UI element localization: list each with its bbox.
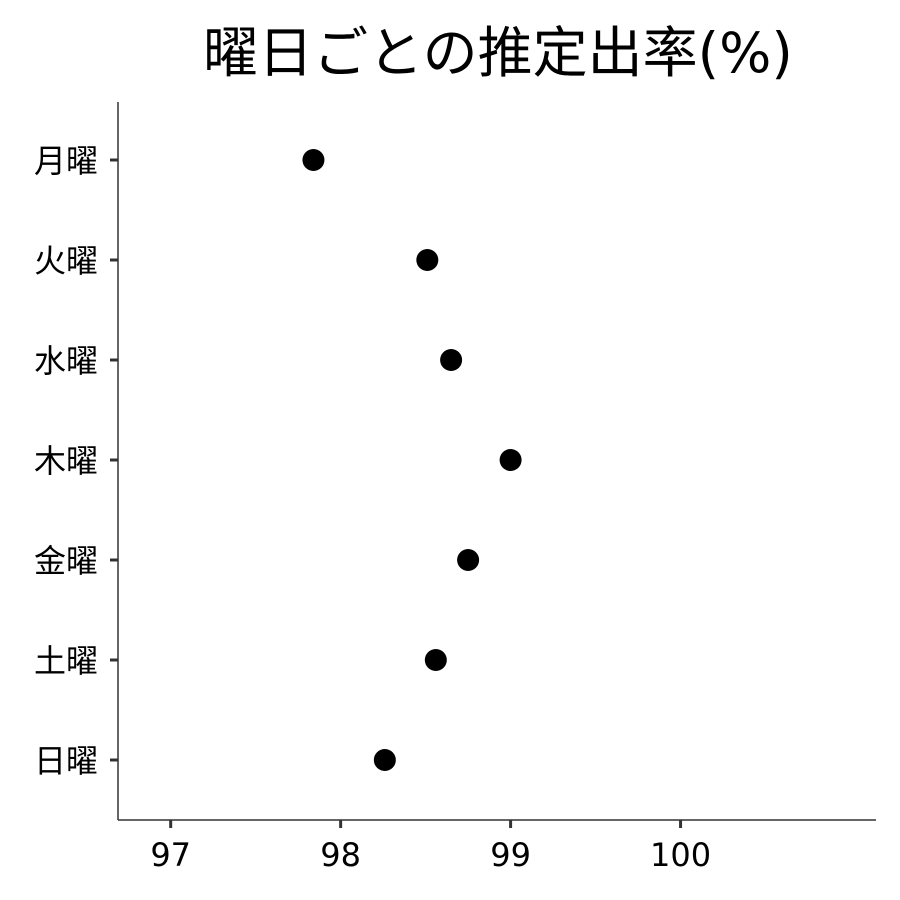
- y-tick-label: 火曜: [34, 242, 98, 280]
- data-point: [416, 249, 439, 271]
- y-tick-label: 金曜: [34, 542, 98, 580]
- y-tick-label: 月曜: [34, 142, 98, 180]
- data-point: [424, 649, 447, 671]
- y-tick-label: 木曜: [34, 442, 98, 480]
- x-tick-label: 100: [650, 836, 711, 874]
- data-point: [499, 449, 522, 471]
- data-point: [457, 549, 480, 571]
- chart-title: 曜日ごとの推定出率(%): [203, 21, 793, 85]
- x-tick-label: 98: [320, 836, 361, 874]
- y-tick-label: 日曜: [34, 742, 98, 780]
- x-tick-label: 97: [150, 836, 191, 874]
- y-tick-label: 土曜: [34, 642, 98, 680]
- data-point: [440, 349, 463, 371]
- data-point: [302, 149, 325, 171]
- x-tick-label: 99: [490, 836, 531, 874]
- data-point: [373, 749, 396, 771]
- y-tick-label: 水曜: [34, 342, 98, 380]
